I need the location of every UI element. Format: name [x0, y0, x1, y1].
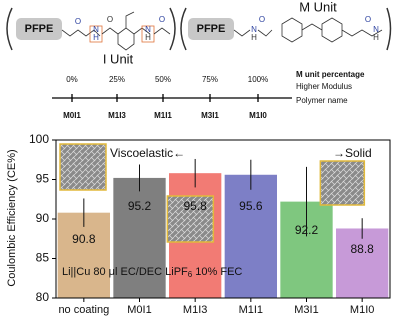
bar — [113, 177, 166, 298]
value-label: 90.8 — [72, 232, 96, 246]
atom-label: H — [93, 33, 99, 42]
block-label: PFPE — [197, 23, 226, 35]
timeline-direction: Higher Modulus — [296, 82, 352, 91]
atom-label: O — [75, 17, 81, 26]
y-tick-label: 100 — [29, 132, 49, 146]
bar — [224, 174, 277, 298]
structure — [6, 7, 392, 51]
atom-label: O — [107, 15, 113, 24]
sem-image — [319, 160, 366, 206]
timeline-polymer: M3I1 — [201, 111, 219, 120]
timeline-percent: 75% — [202, 75, 218, 84]
atom-label: H — [373, 33, 379, 42]
value-label: 95.8 — [183, 199, 207, 213]
y-tick-label: 90 — [36, 211, 50, 225]
y-tick-label: 80 — [36, 290, 50, 304]
timeline-percent: 0% — [66, 75, 78, 84]
y-tick-label: 95 — [36, 172, 50, 186]
x-tick-label: M1I1 — [239, 304, 263, 316]
x-tick-label: M3I1 — [294, 304, 318, 316]
value-label: 95.6 — [239, 199, 263, 213]
x-tick-label: M1I0 — [350, 304, 374, 316]
y-tick-label: 85 — [36, 251, 50, 265]
atom-label: N — [251, 25, 257, 34]
bar — [336, 228, 389, 298]
annotation-part: Li||Cu 80 μl EC/DEC LiPF — [62, 266, 188, 278]
timeline-polymer: M1I0 — [249, 111, 267, 120]
atom-label: H — [251, 33, 257, 42]
atom-label: N — [145, 25, 151, 34]
timeline-polymer: M0I1 — [63, 111, 81, 120]
atom-label: H — [145, 33, 151, 42]
atom-label: O — [365, 15, 371, 24]
timeline-percent: 25% — [109, 75, 125, 84]
block-label: PFPE — [25, 23, 54, 35]
y-axis-label: Coulombic Efficiency (CE%) — [6, 149, 18, 286]
annotation: Li||Cu 80 μl EC/DEC LiPF6 10% FEC — [62, 266, 242, 279]
timeline-row-label: Polymer name — [296, 96, 348, 105]
annotation-part: 10% FEC — [192, 266, 242, 278]
value-label: 92.2 — [295, 223, 319, 237]
atom-label: O — [259, 15, 265, 24]
timeline-percent: 100% — [248, 75, 268, 84]
atom-label: O — [159, 15, 165, 24]
sem-image — [166, 195, 215, 243]
unit-label: I Unit — [103, 51, 134, 66]
x-tick-label: M1I3 — [183, 304, 207, 316]
atom-label: N — [93, 25, 99, 34]
value-label: 88.8 — [350, 242, 374, 256]
atom-label: N — [373, 25, 379, 34]
x-tick-label: M0I1 — [127, 304, 151, 316]
annotation: Viscoelastic← — [110, 146, 185, 160]
value-label: 95.2 — [128, 199, 152, 213]
x-tick-label: no coating — [58, 304, 109, 316]
timeline-polymer: M1I3 — [108, 111, 126, 120]
timeline-title: M unit percentage — [296, 70, 365, 79]
annotation-part: 6 — [188, 270, 193, 279]
sem-image — [59, 143, 107, 191]
annotation: →Solid — [333, 146, 372, 160]
timeline-percent: 50% — [155, 75, 171, 84]
plot-frame — [55, 139, 391, 299]
unit-label: M Unit — [299, 0, 337, 14]
timeline-polymer: M1I1 — [154, 111, 172, 120]
